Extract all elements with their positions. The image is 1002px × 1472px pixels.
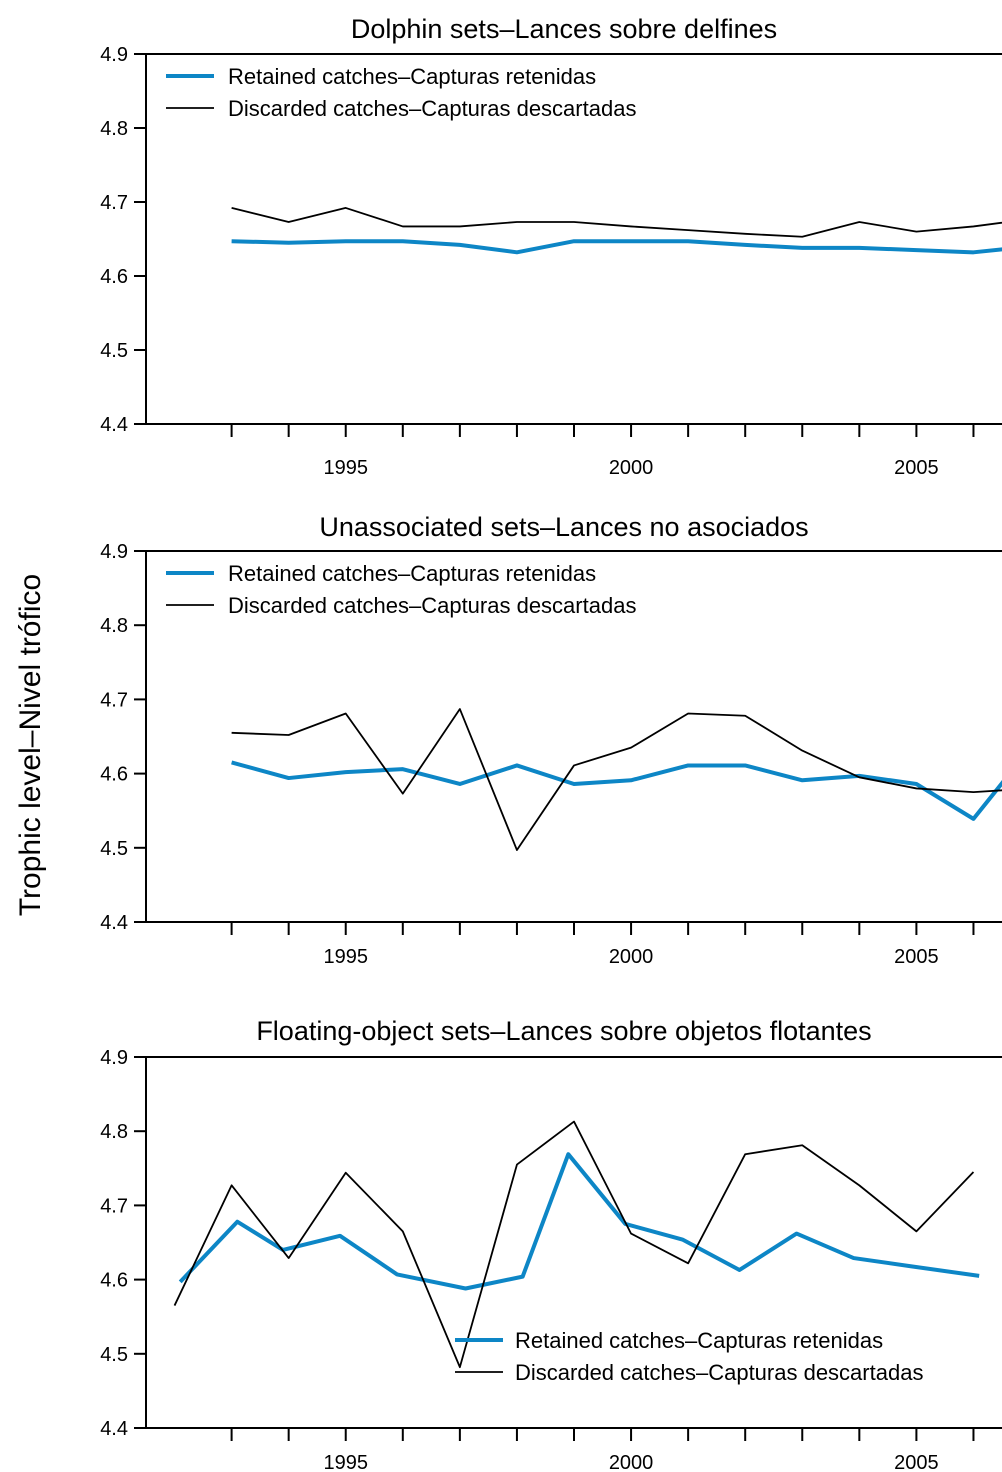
y-tick-label: 4.6 [100, 764, 128, 786]
y-tick-label: 4.9 [100, 44, 128, 66]
x-tick-label: 2005 [894, 1452, 939, 1472]
y-tick-label: 4.5 [100, 1344, 128, 1366]
legend-label: Discarded catches–Capturas descartadas [228, 593, 636, 618]
y-tick-label: 4.6 [100, 1270, 128, 1292]
series-line-discarded [231, 708, 1002, 851]
y-tick-label: 4.5 [100, 340, 128, 362]
y-tick-label: 4.8 [100, 118, 128, 140]
y-tick-label: 4.8 [100, 615, 128, 637]
series-line-retained [178, 1152, 980, 1291]
y-tick-label: 4.9 [100, 541, 128, 563]
y-tick-label: 4.9 [100, 1047, 128, 1069]
series-line-discarded [173, 1120, 975, 1369]
y-tick-label: 4.4 [100, 1418, 128, 1440]
chart-panel-3: Floating-object sets–Lances sobre objeto… [100, 1016, 1002, 1472]
y-axis-label: Trophic level–Nivel trófico [14, 574, 47, 916]
x-tick-label: 1995 [323, 457, 368, 479]
x-tick-label: 2005 [894, 457, 939, 479]
chart-title: Floating-object sets–Lances sobre objeto… [256, 1016, 871, 1046]
legend: Retained catches–Capturas retenidas Disca… [166, 561, 636, 618]
legend-label: Retained catches–Capturas retenidas [228, 64, 596, 89]
y-tick-label: 4.5 [100, 838, 128, 860]
y-tick-label: 4.4 [100, 414, 128, 436]
x-tick-label: 2005 [894, 946, 939, 968]
x-tick-label: 1995 [323, 946, 368, 968]
legend-label: Discarded catches–Capturas descartadas [228, 96, 636, 121]
x-tick-label: 1995 [323, 1452, 368, 1472]
chart-title: Unassociated sets–Lances no asociados [319, 512, 808, 542]
y-tick-label: 4.7 [100, 192, 128, 214]
chart-panel-1: Dolphin sets–Lances sobre delfines 4.4 4.5… [100, 14, 1002, 479]
y-tick-label: 4.8 [100, 1121, 128, 1143]
legend-label: Retained catches–Capturas retenidas [515, 1328, 883, 1353]
y-tick-label: 4.6 [100, 266, 128, 288]
x-tick-label: 2000 [609, 457, 654, 479]
x-tick-label: 2000 [609, 1452, 654, 1472]
legend: Retained catches–Capturas retenidas Disca… [455, 1328, 923, 1385]
chart-panels: Dolphin sets–Lances sobre delfines 4.4 4.5… [100, 14, 1002, 1472]
y-tick-label: 4.7 [100, 1195, 128, 1217]
chart-panel-2: Unassociated sets–Lances no asociados 4.4… [100, 512, 1002, 968]
y-tick-label: 4.4 [100, 912, 128, 934]
series-line-retained [231, 760, 1002, 821]
chart-title: Dolphin sets–Lances sobre delfines [351, 14, 777, 44]
x-tick-label: 2000 [609, 946, 654, 968]
series-line-discarded [231, 207, 1002, 238]
legend: Retained catches–Capturas retenidas Disca… [166, 64, 636, 121]
legend-label: Discarded catches–Capturas descartadas [515, 1360, 923, 1385]
legend-label: Retained catches–Capturas retenidas [228, 561, 596, 586]
y-tick-label: 4.7 [100, 689, 128, 711]
series-line-retained [231, 239, 1002, 255]
